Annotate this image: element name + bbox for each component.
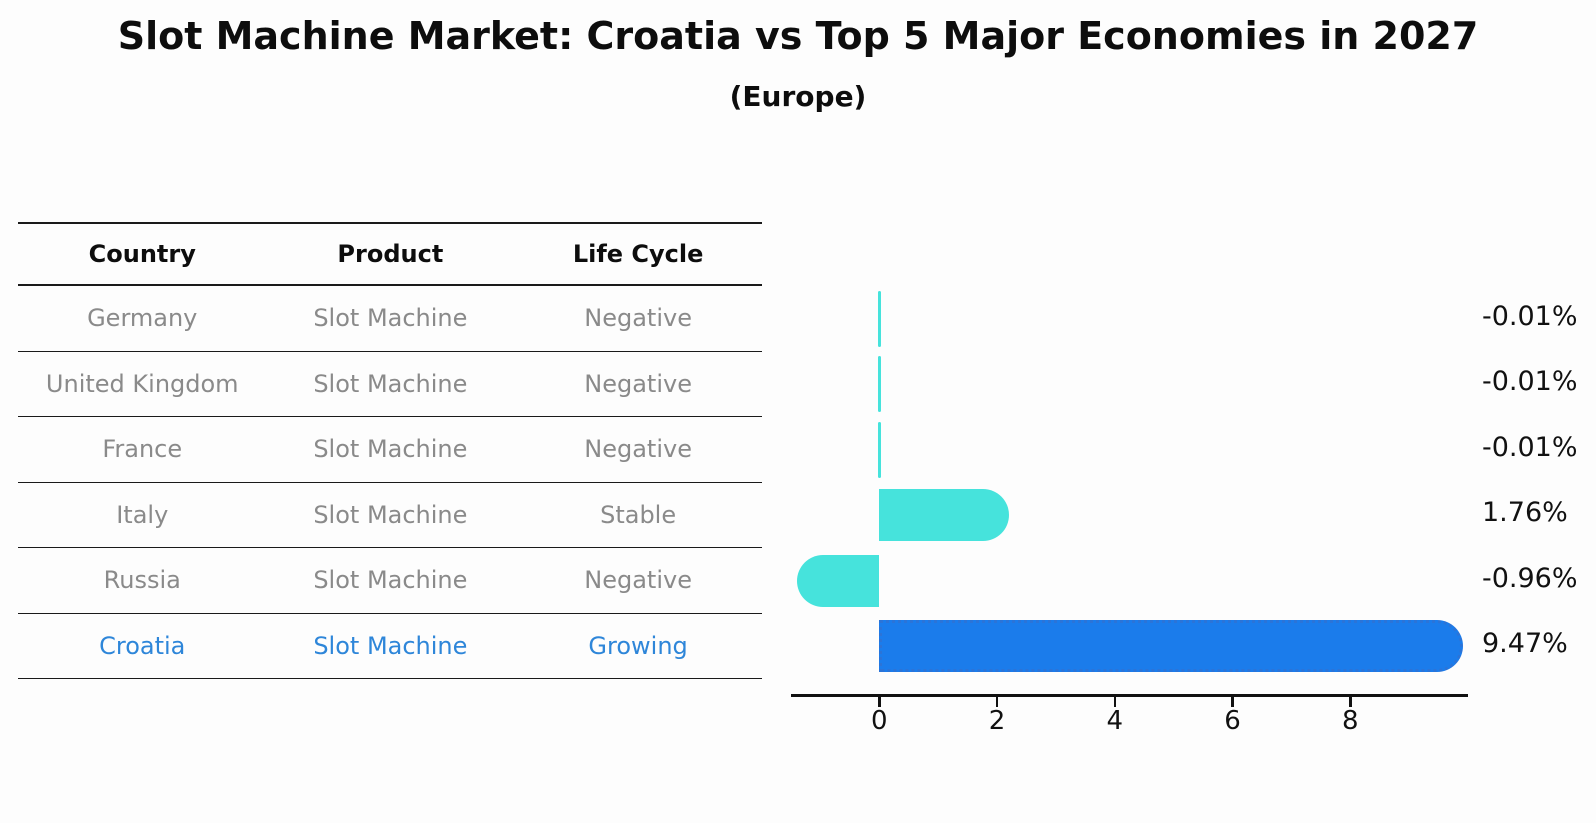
bar-germany (877, 290, 881, 347)
x-axis (791, 694, 1468, 697)
x-tick-mark (995, 696, 999, 707)
table-row: Italy Slot Machine Stable (18, 483, 762, 548)
table-cell-product: Slot Machine (313, 631, 468, 660)
bar-value-label: 9.47% (1482, 628, 1568, 660)
chart-title: Slot Machine Market: Croatia vs Top 5 Ma… (117, 14, 1479, 58)
bar-value-label: -0.01% (1482, 366, 1578, 398)
x-tick-mark (878, 696, 881, 707)
bar-value-label: -0.96% (1482, 562, 1578, 594)
table-cell-product: Slot Machine (313, 435, 468, 464)
table-cell-product: Slot Machine (313, 566, 468, 595)
table-cell-life_cycle: Stable (600, 500, 677, 529)
x-tick-label: 8 (1341, 706, 1359, 736)
table-cell-life_cycle: Negative (584, 566, 692, 595)
x-tick-mark (1113, 696, 1117, 707)
bar-value-label: 1.76% (1482, 497, 1568, 529)
table-cell-product: Slot Machine (313, 304, 468, 333)
x-tick-label: 2 (988, 706, 1006, 736)
bar-croatia (879, 620, 1463, 673)
table-cell-country: Italy (116, 500, 169, 529)
chart-subtitle: (Europe) (729, 80, 867, 113)
table-header-country: Country (88, 240, 196, 268)
table-cell-product: Slot Machine (313, 369, 468, 398)
table-row: Croatia Slot Machine Growing (18, 614, 762, 679)
table-row: Russia Slot Machine Negative (18, 548, 762, 614)
table-cell-country: France (102, 435, 183, 464)
x-tick-label: 4 (1106, 706, 1124, 736)
x-tick-label: 6 (1224, 706, 1241, 736)
table-row: Germany Slot Machine Negative (18, 286, 762, 352)
bar-italy (879, 489, 1009, 542)
table-header-product: Product (337, 240, 444, 268)
table-body: Germany Slot Machine Negative United Kingdo… (18, 286, 762, 679)
table-cell-country: United Kingdom (45, 369, 239, 398)
bar-france (877, 421, 881, 478)
bar-united-kingdom (877, 356, 881, 413)
table-row: United Kingdom Slot Machine Negative (18, 352, 762, 417)
table-header-row: Country Product Life Cycle (18, 222, 762, 286)
table-cell-life_cycle: Growing (588, 631, 688, 660)
bar-russia (796, 554, 880, 607)
bar-chart (791, 222, 1468, 782)
table-cell-country: Germany (87, 304, 198, 333)
x-tick-label: 0 (871, 706, 888, 736)
bar-value-label: -0.01% (1482, 431, 1578, 463)
comparison-table: Country Product Life Cycle Germany Slot M… (18, 222, 762, 679)
table-header-lifecycle: Life Cycle (572, 240, 704, 268)
x-tick-mark (1231, 696, 1234, 707)
table-cell-life_cycle: Negative (584, 369, 692, 398)
table-row: France Slot Machine Negative (18, 417, 762, 483)
table-cell-life_cycle: Negative (584, 435, 692, 464)
x-tick-mark (1349, 696, 1352, 707)
table-cell-country: Russia (103, 566, 181, 595)
table-cell-product: Slot Machine (313, 500, 468, 529)
bar-value-label: -0.01% (1482, 300, 1578, 332)
table-cell-life_cycle: Negative (584, 304, 692, 333)
table-cell-country: Croatia (99, 631, 186, 660)
